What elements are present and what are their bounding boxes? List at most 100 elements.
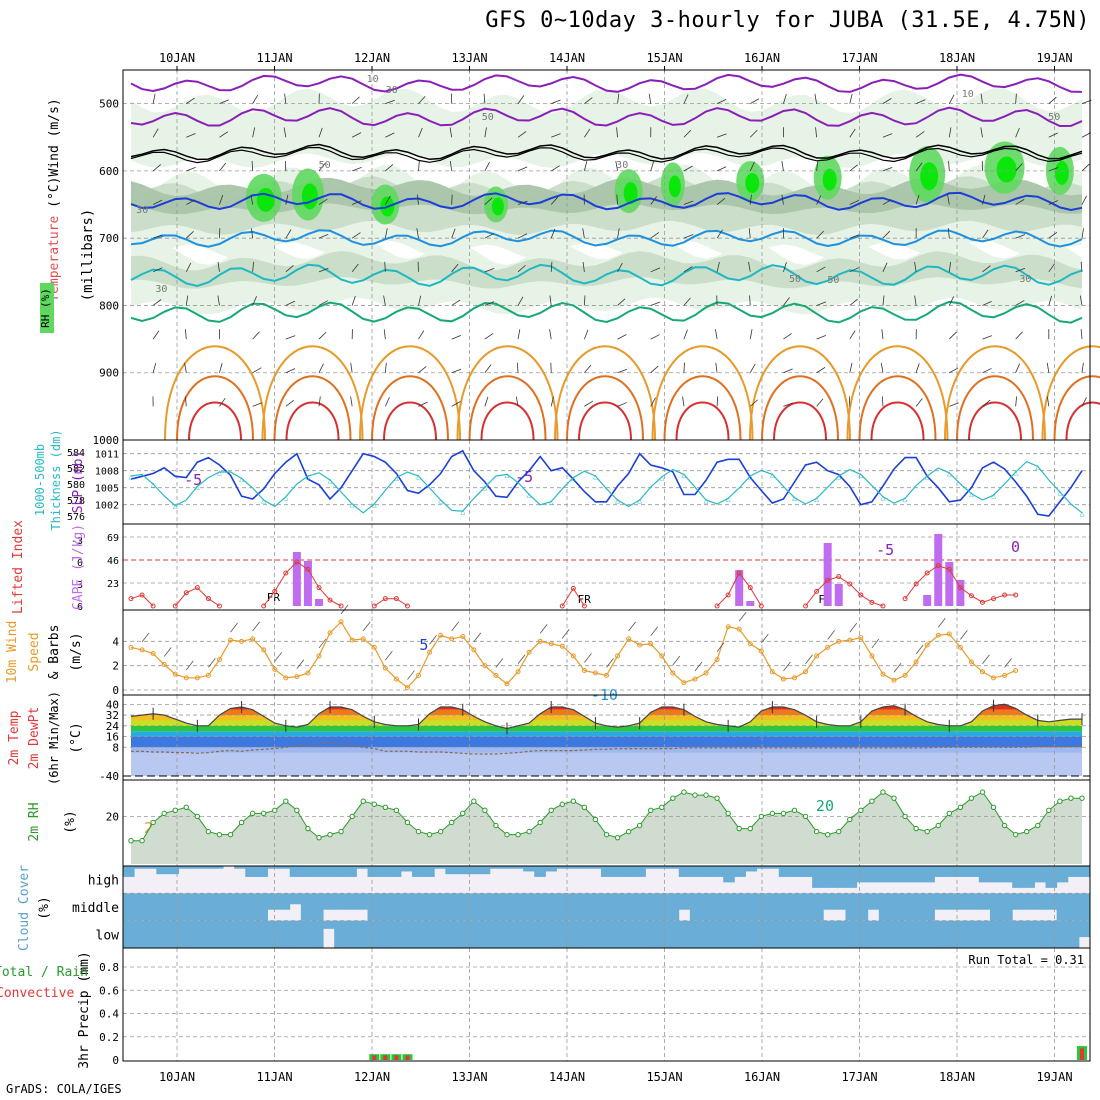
wind-barb <box>484 197 493 205</box>
wind-barb <box>219 162 227 172</box>
wind10-marker <box>228 637 234 643</box>
x-tick-label-top: 13JAN <box>451 51 487 65</box>
wind-barb <box>749 161 755 172</box>
wind-barb <box>384 397 390 407</box>
cloud-cell-high <box>745 866 758 872</box>
wind-barb <box>250 194 254 205</box>
cloud-cell-middle <box>912 893 924 921</box>
precip-legend-convective: Convective <box>0 986 74 1001</box>
rh2m-marker <box>636 822 643 829</box>
wind-barb <box>617 334 627 340</box>
wind-barb <box>716 229 723 239</box>
precip-tick-label: 0.6 <box>99 984 119 997</box>
cloud-cell-high <box>500 866 513 869</box>
cloud-cell-middle <box>934 893 947 910</box>
cloud-cell-high <box>645 866 658 869</box>
lifted-index-marker <box>946 566 952 572</box>
wind-barb <box>1080 261 1083 272</box>
wind-barb <box>318 127 323 138</box>
lifted-index-marker <box>570 585 576 591</box>
rh2m-marker <box>537 819 543 826</box>
cloud-cell-low <box>956 920 969 948</box>
cape-bar <box>314 599 323 606</box>
cloud-cell-middle <box>389 893 402 921</box>
wind-barb <box>617 368 628 374</box>
isotherm-warm-loop <box>773 401 827 441</box>
cloud-cell-low <box>545 920 557 948</box>
cloud-cell-middle <box>434 893 446 921</box>
pressure-tick-label: 1000 <box>93 434 120 447</box>
lifted-index-marker <box>382 596 388 602</box>
slp-tick-label: 1002 <box>95 501 119 512</box>
x-tick-label-bottom: 16JAN <box>744 1070 780 1084</box>
wind10-marker <box>891 677 897 683</box>
cloud-cell-high <box>912 866 924 883</box>
wind10-barb <box>694 661 703 672</box>
thickness-marker: △ <box>991 491 996 500</box>
wind-barb <box>881 396 884 407</box>
rh2m-marker <box>747 825 753 832</box>
pressure-axis-label: (millibars) <box>80 209 96 302</box>
wind-barb <box>750 98 760 104</box>
lifted-index-marker <box>172 603 178 609</box>
cloud-cell-low <box>645 920 658 948</box>
cloud-cell-high <box>801 866 813 877</box>
x-tick-label-bottom: 17JAN <box>841 1070 877 1084</box>
wind10-tick-label: 4 <box>112 635 119 648</box>
rh2m-marker <box>338 828 344 835</box>
rh2m-marker <box>1012 831 1019 838</box>
lifted-index-marker <box>393 596 399 602</box>
rh-moist-core <box>1054 160 1069 185</box>
wind-barb <box>1015 93 1017 104</box>
thickness-marker: △ <box>881 493 886 502</box>
rh2m-marker <box>205 828 212 835</box>
wind-barb <box>980 127 983 138</box>
cloud-cell-high <box>1056 866 1069 883</box>
cloud-cell-low <box>556 920 569 948</box>
cloud-cell-low <box>512 920 524 948</box>
lifted-index-marker <box>150 603 156 609</box>
rh2m-marker <box>725 810 731 817</box>
rh2m-marker <box>824 831 831 838</box>
wind-barb <box>1015 363 1021 373</box>
wind10-marker <box>161 661 167 667</box>
wind10-marker <box>581 668 587 674</box>
cloud-cell-middle <box>467 893 480 921</box>
wind-barb <box>683 234 694 239</box>
cloud-cell-low <box>778 920 791 948</box>
wind-barb <box>982 194 986 205</box>
wind10-barb <box>716 642 725 652</box>
thickness-marker: △ <box>239 474 244 483</box>
wind-barb <box>318 198 328 205</box>
lifted-index-marker <box>935 563 941 569</box>
wind10-barb <box>561 628 570 639</box>
cloud-cell-middle <box>134 893 146 921</box>
cape-bar <box>834 584 843 606</box>
precip-panel-frame <box>122 947 1091 1062</box>
wind-barb <box>351 295 356 306</box>
wind10-marker <box>438 632 444 638</box>
wind-barb <box>1015 267 1026 273</box>
cloud-cell-middle <box>211 893 224 921</box>
wind-barb <box>617 298 626 306</box>
lifted-index-marker <box>1013 592 1019 598</box>
wind-barb <box>252 367 262 374</box>
x-tick-label-bottom: 10JAN <box>159 1070 195 1084</box>
thickness-tick-label: 582 <box>67 464 85 475</box>
rh2m-marker <box>139 838 145 844</box>
cloud-cell-high <box>823 866 835 888</box>
wind10-barb <box>738 611 747 622</box>
wind-barb <box>882 166 893 172</box>
isotherm-warm-loop <box>176 375 254 441</box>
lifted-index-marker <box>128 596 134 602</box>
wind-barb <box>682 396 685 407</box>
temp-axis-label-4: (°C) <box>69 722 84 753</box>
wind-barb <box>1079 295 1083 306</box>
wind-barb <box>1080 329 1083 340</box>
cloud-cell-low <box>889 920 902 948</box>
thickness-marker: △ <box>770 470 775 479</box>
isotherm-warm-loop <box>285 401 340 441</box>
wind10-marker <box>316 653 322 659</box>
cloud-cell-high <box>612 866 624 877</box>
lifted-index-marker <box>283 570 289 576</box>
